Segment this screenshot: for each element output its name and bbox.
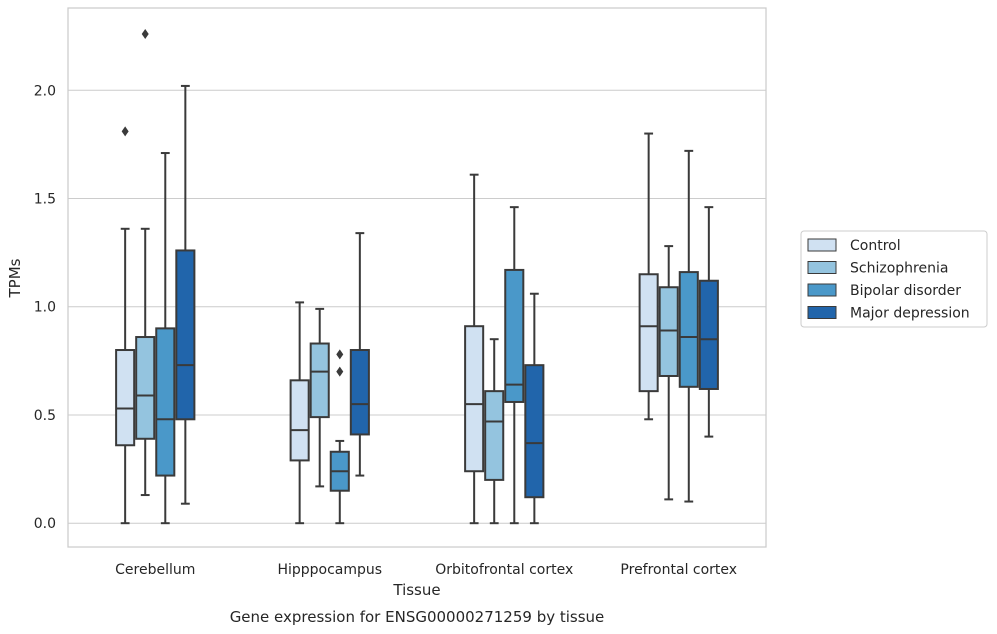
- legend: Control Schizophrenia Bipolar disorder Majo…: [800, 230, 988, 328]
- series-group: [175, 84, 719, 525]
- box-body: [115, 349, 136, 447]
- outlier-point: [336, 366, 344, 377]
- box-item: [135, 28, 156, 497]
- y-axis-title: TPMs: [6, 258, 24, 298]
- x-tick-label: Prefrontal cortex: [620, 562, 737, 578]
- box-item: [289, 301, 310, 525]
- series-group: [135, 28, 679, 525]
- box-item: [309, 307, 330, 488]
- box-item: [698, 206, 719, 438]
- box-body: [658, 286, 679, 377]
- x-tick-labels: Cerebellum Hipppocampus Orbitofrontal cort…: [115, 562, 737, 578]
- legend-item: Bipolar disorder: [807, 283, 961, 299]
- box-item: [678, 149, 699, 503]
- y-tick-label: 1.0: [34, 300, 56, 316]
- x-tick-label: Hipppocampus: [277, 562, 382, 578]
- legend-label: Bipolar disorder: [850, 283, 961, 299]
- box-body: [504, 268, 525, 403]
- y-tick-label: 1.5: [34, 191, 56, 207]
- box-body: [638, 273, 659, 393]
- box-body: [678, 271, 699, 388]
- outlier-point: [336, 349, 344, 360]
- box-body: [698, 279, 719, 390]
- legend-swatch: [807, 283, 837, 297]
- legend-frame: [800, 230, 988, 328]
- x-tick-label: Orbitofrontal cortex: [435, 562, 573, 578]
- legend-label: Schizophrenia: [850, 261, 948, 277]
- box-body: [524, 364, 545, 499]
- box-item: [484, 338, 505, 525]
- legend-swatch: [807, 306, 837, 319]
- legend-items: Control Schizophrenia Bipolar disorder Majo…: [807, 238, 970, 322]
- y-tick-label: 0.5: [34, 408, 56, 424]
- legend-item: Major depression: [807, 306, 970, 322]
- x-tick-label: Cerebellum: [115, 562, 195, 578]
- box-body: [349, 349, 370, 436]
- x-axis-title: Tissue: [392, 581, 440, 599]
- box-item: [464, 173, 485, 525]
- y-tick-label: 2.0: [34, 83, 56, 99]
- y-tick-label: 0.0: [34, 516, 56, 532]
- plot-frame: [67, 7, 767, 548]
- legend-item: Control: [807, 238, 901, 254]
- box-body: [309, 342, 330, 419]
- box-item: [155, 152, 176, 525]
- legend-swatch: [807, 261, 837, 274]
- box-body: [155, 327, 176, 477]
- box-item: [115, 126, 136, 525]
- box-series: [115, 28, 719, 525]
- legend-swatch: [807, 238, 837, 252]
- box-body: [135, 336, 156, 440]
- y-tick-labels: 0.0 0.5 1.0 1.5 2.0: [34, 83, 56, 532]
- series-group: [155, 149, 699, 525]
- legend-item: Schizophrenia: [807, 261, 948, 277]
- series-group: [115, 126, 659, 525]
- box-item: [658, 245, 679, 501]
- chart-caption: Gene expression for ENSG00000271259 by t…: [230, 608, 605, 626]
- legend-label: Control: [850, 238, 901, 254]
- box-item: [175, 84, 196, 505]
- box-item: [329, 349, 350, 525]
- box-item: [504, 206, 525, 525]
- box-item: [524, 292, 545, 525]
- box-item: [638, 132, 659, 421]
- box-body: [175, 249, 196, 421]
- box-body: [484, 390, 505, 481]
- box-body: [289, 379, 310, 462]
- box-item: [349, 232, 370, 477]
- legend-label: Major depression: [850, 306, 970, 322]
- outlier-point: [121, 126, 129, 137]
- box-body: [464, 325, 485, 473]
- outlier-point: [141, 28, 149, 39]
